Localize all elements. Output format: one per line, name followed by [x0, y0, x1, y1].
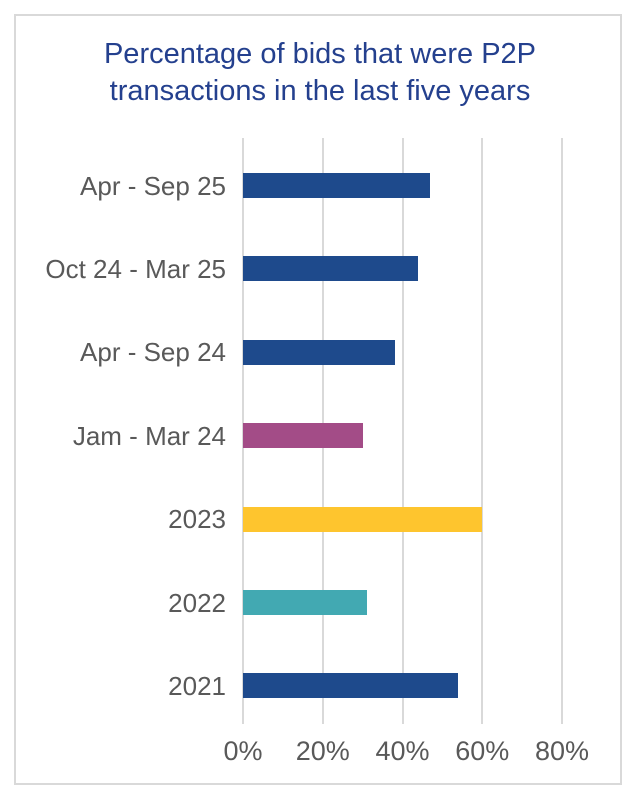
plot-area: [242, 138, 563, 724]
bar-apr-sep-24: [243, 339, 395, 365]
x-tick-label: 20%: [295, 736, 350, 766]
gridline-40: [401, 138, 404, 724]
x-tick-label: 40%: [375, 736, 430, 766]
bar-jam-mar-24: [243, 423, 363, 449]
category-label: Oct 24 - Mar 25: [45, 253, 226, 284]
category-label: Apr - Sep 24: [80, 337, 226, 368]
category-label: Apr - Sep 25: [80, 170, 226, 201]
category-label: 2022: [168, 587, 226, 618]
x-tick-label: 60%: [455, 736, 510, 766]
bar-2022: [243, 590, 367, 615]
category-label: 2021: [168, 670, 226, 701]
x-tick-label: 0%: [223, 736, 263, 766]
gridline-80: [561, 138, 563, 724]
bar-apr-sep-25: [243, 173, 431, 198]
gridline-60: [481, 138, 484, 724]
bar-2021: [243, 673, 459, 699]
bar-2023: [243, 506, 483, 532]
category-label: Jam - Mar 24: [72, 420, 226, 451]
chart-frame: [14, 14, 622, 785]
chart-title: Percentage of bids that were P2P transac…: [103, 38, 537, 107]
category-label: 2023: [168, 504, 226, 535]
x-tick-label: 80%: [534, 736, 590, 766]
bar-oct-24-mar-25: [243, 256, 419, 282]
